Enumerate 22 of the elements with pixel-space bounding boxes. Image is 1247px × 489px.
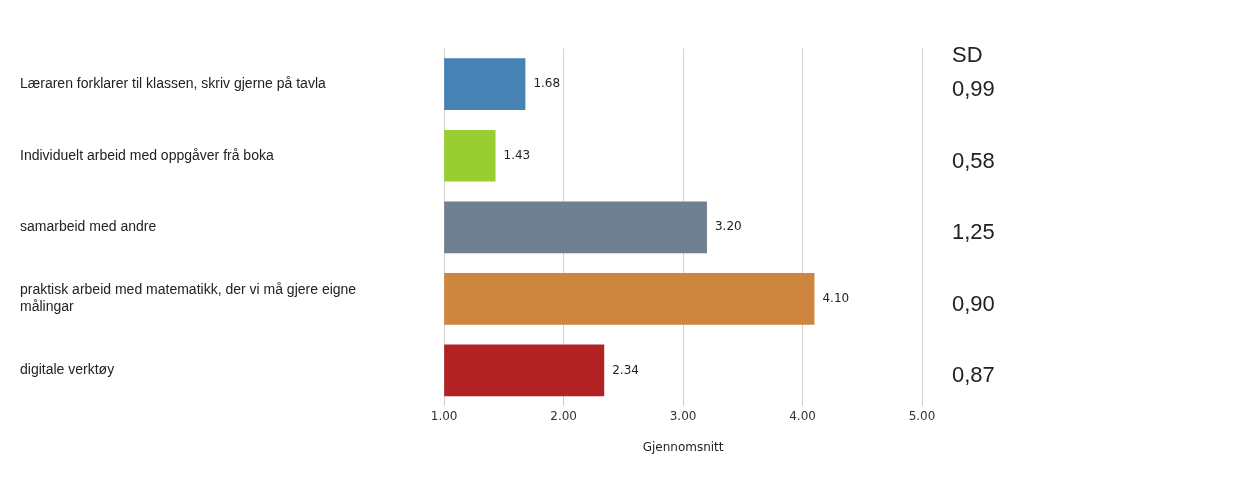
text: 0,87 [952, 362, 995, 388]
y-tick-label: praktisk arbeid med matematikk, der vi må gjere eigne målingar [20, 281, 357, 315]
y-tick-label: digitale verktøy [20, 361, 115, 378]
data-label: 4.10 [822, 290, 850, 305]
x-tick-label: 1.00 [430, 408, 458, 423]
text: 0,99 [952, 76, 995, 102]
text: 1,25 [952, 219, 995, 245]
x-axis-title: Gjennomsnitt [642, 439, 724, 454]
x-tick-label: 5.00 [908, 408, 936, 423]
text: 0,58 [952, 147, 995, 173]
x-tick-label: 2.00 [550, 408, 577, 423]
text: 0,90 [952, 290, 995, 316]
data-label: 1.43 [503, 147, 531, 162]
x-tick-label: 4.00 [789, 408, 816, 423]
text: SD [952, 42, 983, 68]
data-label: 1.68 [533, 76, 561, 91]
x-tick-label: 3.00 [669, 408, 697, 423]
data-label: 2.34 [612, 362, 639, 377]
y-tick-label: samarbeid med andre [20, 218, 157, 235]
y-tick-label: Individuelt arbeid med oppgåver frå boka [20, 146, 274, 163]
data-label: 3.20 [714, 219, 742, 234]
y-tick-label: Læraren forklarer til klassen, skriv gjerne på tavla [20, 75, 327, 92]
